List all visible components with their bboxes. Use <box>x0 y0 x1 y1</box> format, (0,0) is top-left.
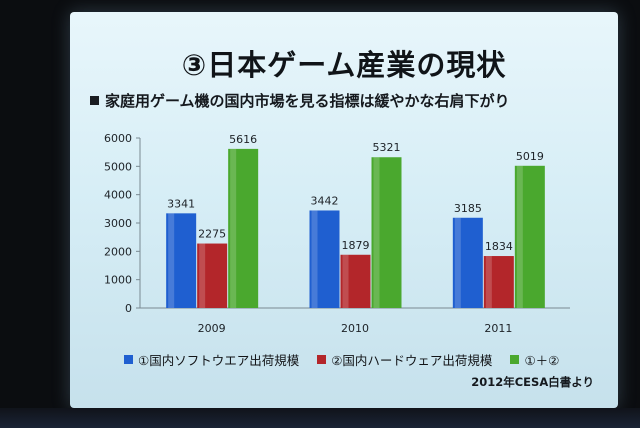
bar <box>228 148 259 308</box>
data-label: 1834 <box>485 240 513 253</box>
bar <box>309 210 340 308</box>
bullet-square-icon <box>90 96 99 105</box>
y-tick-label: 5000 <box>104 160 132 173</box>
bar <box>371 157 402 308</box>
y-tick-label: 1000 <box>104 274 132 287</box>
bar-chart: 0 1000 2000 3000 4000 5000 6000 3341 2275 5616 200… <box>104 132 570 335</box>
legend-label-software: ①国内ソフトウエア出荷規模 <box>138 353 300 368</box>
y-tick-label: 4000 <box>104 189 132 202</box>
bar <box>452 217 483 308</box>
x-tick-label: 2010 <box>341 322 369 335</box>
x-tick-label: 2009 <box>198 322 226 335</box>
data-label: 3185 <box>454 202 482 215</box>
legend-item-total: ①＋② <box>510 350 559 369</box>
slide-subtitle: 家庭用ゲーム機の国内市場を見る指標は緩やかな右肩下がり <box>90 90 510 111</box>
bar-highlight <box>199 243 206 308</box>
legend-swatch-hardware <box>317 355 327 364</box>
data-label: 5019 <box>516 150 544 163</box>
bar-highlight <box>342 254 349 308</box>
chart-legend: ①国内ソフトウエア出荷規模 ②国内ハードウェア出荷規模 ①＋② <box>124 350 604 369</box>
y-tick-label: 0 <box>125 302 132 315</box>
data-label: 2275 <box>198 228 226 241</box>
bar <box>197 243 228 308</box>
stage-floor <box>0 408 640 428</box>
bar <box>483 256 514 308</box>
data-label: 3442 <box>311 194 339 207</box>
bar <box>514 165 545 308</box>
legend-swatch-software <box>124 355 133 364</box>
legend-label-hardware: ②国内ハードウェア出荷規模 <box>331 353 493 368</box>
source-note: 2012年CESA白書より <box>471 375 594 389</box>
bar-highlight <box>454 217 461 308</box>
slide-title: ③日本ゲーム産業の現状 <box>181 48 507 82</box>
legend-item-software: ①国内ソフトウエア出荷規模 <box>124 350 299 369</box>
y-tick-label: 2000 <box>104 245 132 258</box>
bar <box>166 213 197 308</box>
bar-highlight <box>311 210 318 308</box>
data-label: 5616 <box>229 133 257 146</box>
legend-swatch-total <box>510 355 520 364</box>
bar-highlight <box>373 157 380 308</box>
bar-highlight <box>230 148 237 308</box>
slide: ③日本ゲーム産業の現状 家庭用ゲーム機の国内市場を見る指標は緩やかな右肩下がり … <box>70 12 618 408</box>
slide-subtitle-text: 家庭用ゲーム機の国内市場を見る指標は緩やかな右肩下がり <box>105 92 510 110</box>
y-tick-label: 6000 <box>104 132 132 145</box>
bar-highlight <box>516 165 523 308</box>
legend-item-hardware: ②国内ハードウェア出荷規模 <box>317 350 492 369</box>
y-tick-label: 3000 <box>104 217 132 230</box>
bar <box>340 254 371 308</box>
data-label: 5321 <box>373 141 401 154</box>
data-label: 3341 <box>167 197 195 210</box>
x-tick-label: 2011 <box>484 322 512 335</box>
data-label: 1879 <box>342 239 370 252</box>
bar-highlight <box>168 213 175 308</box>
legend-label-total: ①＋② <box>524 353 560 368</box>
bar-highlight <box>485 256 492 308</box>
